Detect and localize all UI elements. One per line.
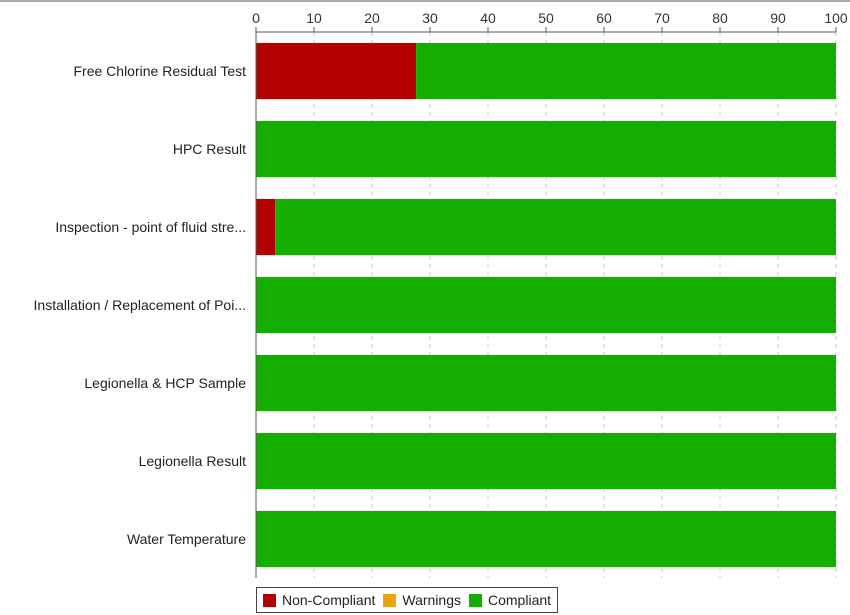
legend-swatch-warnings bbox=[383, 593, 397, 607]
legend-label-compliant: Compliant bbox=[488, 592, 552, 608]
bar-compliant-legionella-result[interactable] bbox=[256, 432, 836, 490]
axes: 0 10 20 30 40 50 60 70 80 90 100 bbox=[0, 0, 850, 578]
bar-non-compliant-free-chlorine-residual-test[interactable] bbox=[256, 42, 417, 100]
bar-compliant-inspection-point-of-fluid-stre[interactable] bbox=[275, 198, 836, 256]
x-tick-label-70: 70 bbox=[654, 10, 670, 26]
bar-compliant-hpc-result[interactable] bbox=[256, 120, 836, 178]
legend-swatch-compliant bbox=[469, 593, 482, 607]
bar-compliant-installation-replacement-of-poi[interactable] bbox=[256, 276, 836, 334]
x-tick-label-40: 40 bbox=[480, 10, 496, 26]
x-tick-label-30: 30 bbox=[422, 10, 438, 26]
x-tick-label-90: 90 bbox=[770, 10, 786, 26]
x-tick-label-80: 80 bbox=[712, 10, 728, 26]
category-label-installation-replacement-of-poi: Installation / Replacement of Poi... bbox=[34, 297, 246, 313]
bar-compliant-water-temperature[interactable] bbox=[256, 510, 836, 568]
legend-item-non-compliant[interactable]: Non-Compliant bbox=[263, 592, 375, 608]
legend-item-warnings[interactable]: Warnings bbox=[383, 592, 461, 608]
category-label-free-chlorine-residual-test: Free Chlorine Residual Test bbox=[74, 63, 247, 79]
x-tick-label-20: 20 bbox=[364, 10, 380, 26]
x-tick-label-50: 50 bbox=[538, 10, 554, 26]
x-tick-label-60: 60 bbox=[596, 10, 612, 26]
category-label-legionella-hcp-sample: Legionella & HCP Sample bbox=[84, 375, 246, 391]
category-label-hpc-result: HPC Result bbox=[173, 141, 246, 157]
legend-swatch-non-compliant bbox=[263, 593, 276, 607]
x-tick-label-0: 0 bbox=[252, 10, 260, 26]
x-tick-label-10: 10 bbox=[306, 10, 322, 26]
bars bbox=[256, 42, 836, 568]
category-label-inspection-point-of-fluid-stre: Inspection - point of fluid stre... bbox=[55, 219, 246, 235]
x-tick-label-100: 100 bbox=[824, 10, 848, 26]
category-label-legionella-result: Legionella Result bbox=[139, 453, 247, 469]
category-labels: Free Chlorine Residual Test HPC Result Ins… bbox=[34, 63, 247, 547]
legend-label-warnings: Warnings bbox=[402, 592, 461, 608]
category-label-water-temperature: Water Temperature bbox=[127, 531, 246, 547]
bar-compliant-free-chlorine-residual-test[interactable] bbox=[416, 42, 836, 100]
legend-label-non-compliant: Non-Compliant bbox=[282, 592, 376, 608]
legend: Non-Compliant Warnings Compliant bbox=[256, 587, 559, 613]
legend-item-compliant[interactable]: Compliant bbox=[469, 592, 551, 608]
bar-non-compliant-inspection-point-of-fluid-stre[interactable] bbox=[256, 198, 276, 256]
bar-compliant-legionella-hcp-sample[interactable] bbox=[256, 354, 836, 412]
